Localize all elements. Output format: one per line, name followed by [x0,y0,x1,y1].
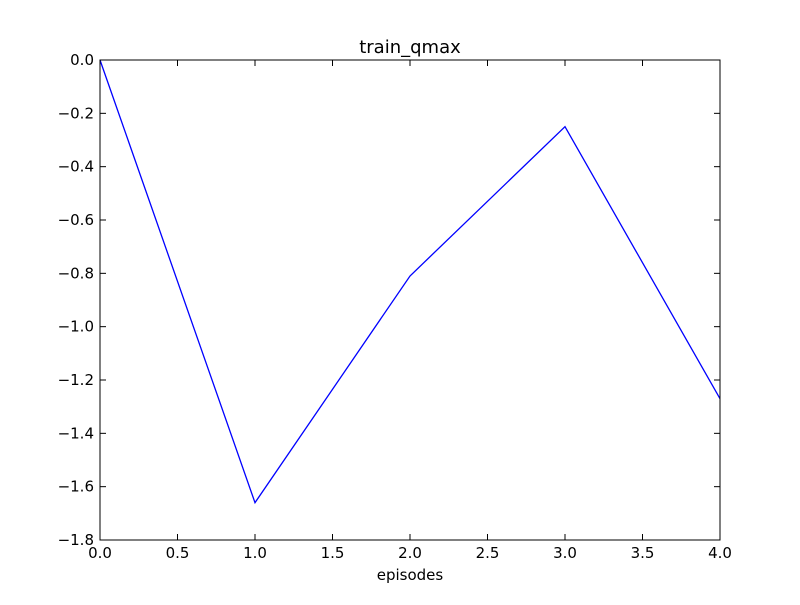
x-tick-label: 2.5 [476,544,500,562]
series-line [99,59,721,505]
x-tick-labels: 0.0 0.5 1.0 1.5 2.0 2.5 3.0 3.5 4.0 [88,544,732,562]
y-tick-label: −0.6 [58,211,94,229]
y-tick-labels: 0.0 −0.2 −0.4 −0.6 −0.8 −1.0 −1.2 −1.4 −1.6 −1.8 [58,51,94,549]
y-tick-label: −0.2 [58,104,94,122]
y-tick-label: −1.8 [58,531,94,549]
y-tick-label: −0.4 [58,158,94,176]
y-tick-label: −1.6 [58,478,94,496]
x-tick-label: 3.0 [553,544,577,562]
chart-title: train_qmax [359,37,461,58]
x-tick-label: 4.0 [708,544,732,562]
x-tick-label: 0.5 [166,544,190,562]
x-tick-label: 3.5 [631,544,655,562]
y-tick-label: −1.0 [58,318,94,336]
y-tick-label: −0.8 [58,264,94,282]
x-tick-label: 0.0 [88,544,112,562]
y-tick-label: 0.0 [70,51,94,69]
axis-ticks [99,59,721,541]
x-tick-label: 1.5 [321,544,345,562]
y-tick-label: −1.4 [58,424,94,442]
y-tick-label: −1.2 [58,371,94,389]
x-tick-label: 1.0 [243,544,267,562]
x-tick-label: 2.0 [398,544,422,562]
x-axis-label: episodes [377,566,444,584]
